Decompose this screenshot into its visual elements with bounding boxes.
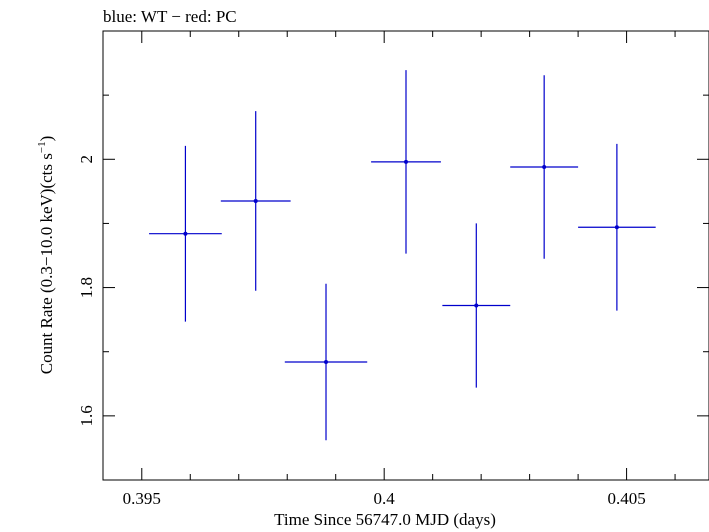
data-point <box>220 111 291 291</box>
data-points <box>149 70 656 441</box>
x-tick-label: 0.395 <box>123 489 161 508</box>
data-point <box>510 75 579 259</box>
point-marker <box>474 303 479 308</box>
y-axis-label-sup: −1 <box>36 141 48 153</box>
data-point <box>371 70 441 254</box>
x-tick-label: 0.4 <box>374 489 396 508</box>
point-marker <box>324 359 329 364</box>
y-axis-label: Count Rate (0.3−10.0 keV)(cts s−1) <box>36 136 56 375</box>
y-axis-label-main: Count Rate (0.3−10.0 keV)(cts s <box>37 153 56 374</box>
y-axis-label-close: ) <box>37 136 56 142</box>
data-point <box>578 143 656 311</box>
data-point <box>442 223 511 388</box>
point-marker <box>183 231 188 236</box>
point-marker <box>253 198 258 203</box>
plot-frame <box>102 30 709 481</box>
x-axis-label: Time Since 56747.0 MJD (days) <box>274 510 496 529</box>
axis-ticks <box>103 30 709 481</box>
y-tick-label: 2 <box>77 155 96 164</box>
y-tick-label: 1.8 <box>77 277 96 298</box>
x-tick-label: 0.405 <box>607 489 645 508</box>
data-point <box>149 145 222 322</box>
chart-title: blue: WT − red: PC <box>103 7 237 26</box>
y-tick-label: 1.6 <box>77 405 96 426</box>
data-point <box>284 283 368 441</box>
x-tick-labels: 0.395 0.4 0.405 <box>123 489 646 508</box>
point-marker <box>542 164 547 169</box>
point-marker <box>404 159 408 164</box>
y-tick-labels: 1.6 1.8 2 <box>77 155 96 426</box>
point-marker <box>614 225 619 230</box>
